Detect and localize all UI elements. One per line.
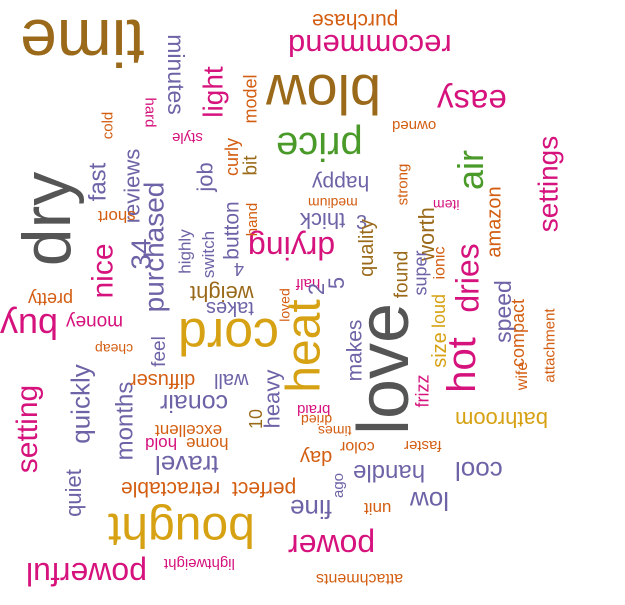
word-found: found <box>391 250 413 299</box>
word-quickly: quickly <box>65 364 96 444</box>
word-model: model <box>240 74 261 124</box>
word-5: 5 <box>324 276 350 290</box>
word-switch: switch <box>199 230 219 279</box>
word-retractable: retractable <box>121 477 221 500</box>
word-feel: feel <box>148 336 170 367</box>
word-light: light <box>197 66 229 118</box>
word-easy: easy <box>437 83 507 120</box>
word-money: money <box>66 311 124 332</box>
word-color: color <box>340 438 375 455</box>
word-drying: drying <box>248 230 336 266</box>
word-style: style <box>172 129 203 146</box>
word-unit: unit <box>364 499 392 518</box>
word-day: day <box>300 446 333 468</box>
word-bathroom: bathroom <box>455 407 548 432</box>
word-cold: cold <box>99 111 117 140</box>
word-faster: faster <box>404 437 442 454</box>
word-cord: cord <box>178 307 280 365</box>
word-loud: loud <box>429 293 450 329</box>
word-3: 3 <box>356 212 368 234</box>
word-medium: medium <box>308 195 358 211</box>
word-ago: ago <box>330 472 348 499</box>
word-hand: hand <box>244 202 262 237</box>
word-owned: owned <box>392 117 437 134</box>
word-attachments: attachments <box>316 570 404 587</box>
word-size: size <box>428 332 451 368</box>
word-minutes: minutes <box>162 34 189 115</box>
word-10: 10 <box>246 408 267 430</box>
word-happy: happy <box>312 171 370 194</box>
word-cool: cool <box>455 456 503 486</box>
word-quality: quality <box>355 219 378 277</box>
word-blow: blow <box>266 63 382 126</box>
word-attachment: attachment <box>541 308 559 383</box>
word-wife: wife <box>514 361 532 391</box>
word-handle: handle <box>353 459 426 486</box>
word-highly: highly <box>175 229 195 274</box>
word-compact: compact <box>508 298 529 368</box>
word-low: low <box>410 486 450 516</box>
word-thick: thick <box>300 208 346 233</box>
word-dries: dries <box>449 243 486 313</box>
word-buy: buy <box>0 306 59 347</box>
word-setting: setting <box>11 384 45 474</box>
word-months: months <box>111 381 139 461</box>
word-ionic: ionic <box>431 246 449 280</box>
word-air: air <box>450 149 492 191</box>
word-diffuser: diffuser <box>130 369 196 391</box>
word-lightweight: lightweight <box>164 555 235 572</box>
word-dry: dry <box>9 171 86 267</box>
word-price: price <box>276 124 363 168</box>
word-amazon: amazon <box>483 186 506 258</box>
word-travel: travel <box>155 450 219 480</box>
word-fine: fine <box>290 494 332 524</box>
word-4: 4 <box>234 259 245 279</box>
word-makes: makes <box>343 319 367 382</box>
word-wall: wall <box>214 369 249 391</box>
word-power: power <box>288 528 376 564</box>
word-times: times <box>318 423 352 439</box>
word-fast: fast <box>84 162 112 202</box>
word-strong: strong <box>394 163 412 206</box>
word-settings: settings <box>532 135 564 233</box>
word-conair: conair <box>160 389 229 417</box>
word-heat: heat <box>277 299 331 393</box>
word-bit: bit <box>240 155 262 176</box>
word-powerful: powerful <box>26 556 147 592</box>
word-cheap: cheap <box>95 341 134 357</box>
word-perfect: perfect <box>232 477 297 500</box>
word-34: 34 <box>125 238 157 270</box>
word-super: super <box>410 250 431 296</box>
word-short: short <box>98 207 136 226</box>
word-quiet: quiet <box>60 469 86 517</box>
word-hard: hard <box>141 97 159 128</box>
word-button: button <box>220 201 244 260</box>
word-bought: bought <box>108 503 255 556</box>
word-job: job <box>192 162 218 192</box>
word-nice: nice <box>86 243 120 299</box>
word-curly: curly <box>222 137 243 177</box>
word-recommend: recommend <box>288 28 452 63</box>
word-time: time <box>20 6 145 80</box>
word-frizz: frizz <box>412 374 433 408</box>
